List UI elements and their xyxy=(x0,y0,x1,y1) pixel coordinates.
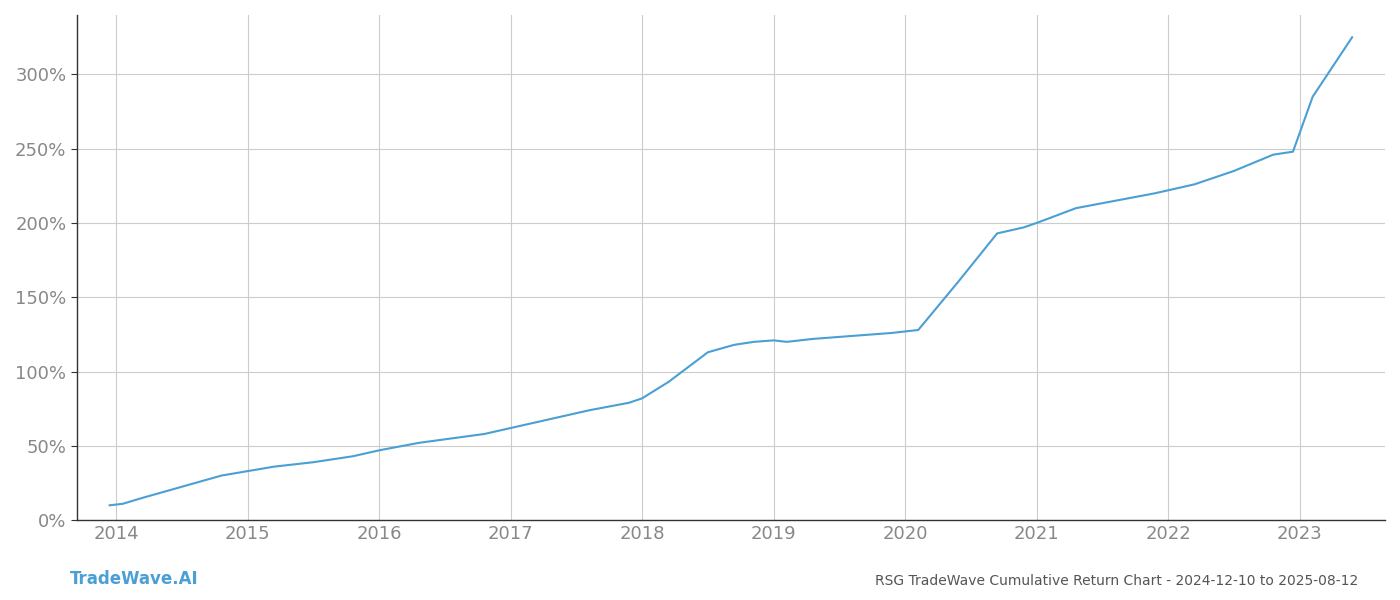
Text: RSG TradeWave Cumulative Return Chart - 2024-12-10 to 2025-08-12: RSG TradeWave Cumulative Return Chart - … xyxy=(875,574,1358,588)
Text: TradeWave.AI: TradeWave.AI xyxy=(70,570,199,588)
